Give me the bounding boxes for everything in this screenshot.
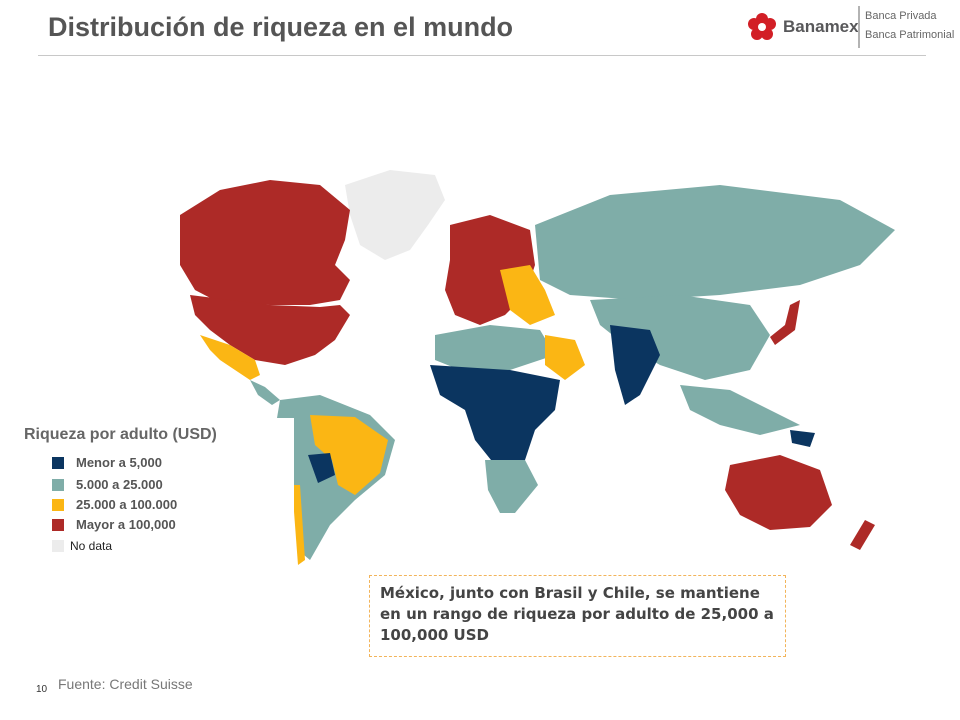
region-subsaharan-africa [430, 365, 560, 465]
legend-label: No data [70, 539, 113, 553]
region-russia [535, 185, 895, 300]
logo-line-2: Banca Patrimonial [865, 29, 955, 41]
region-mexico [200, 335, 260, 380]
region-china [590, 295, 770, 380]
region-new-zealand [850, 520, 875, 550]
region-india [610, 325, 660, 405]
legend-swatch [52, 499, 64, 511]
region-southeast-asia [680, 385, 800, 435]
legend-label: 5.000 a 25.000 [76, 477, 163, 492]
region-north-africa [435, 325, 555, 370]
title-divider [38, 55, 926, 56]
logo-brand: Banamex [783, 17, 859, 36]
page-number: 10 [36, 684, 48, 695]
region-usa [190, 295, 350, 365]
region-japan [770, 300, 800, 345]
world-map [180, 170, 895, 565]
logo-line-1: Banca Privada [865, 10, 937, 22]
region-saudi-arabia [545, 335, 585, 380]
legend-swatch [52, 519, 64, 531]
region-brazil [310, 415, 388, 495]
region-southern-africa [485, 460, 538, 513]
region-chile [292, 485, 305, 565]
source-note: Fuente: Credit Suisse [58, 676, 193, 692]
slide-title: Distribución de riqueza en el mundo [48, 12, 514, 42]
region-eastern-europe [500, 265, 555, 325]
callout-box: México, junto con Brasil y Chile, se man… [369, 575, 786, 657]
legend-swatch [52, 457, 64, 469]
region-greenland [345, 170, 445, 260]
legend-label: Menor a 5,000 [76, 455, 162, 470]
region-central-america [250, 380, 280, 405]
legend-title: Riqueza por adulto (USD) [24, 426, 217, 443]
legend-swatch [52, 540, 64, 552]
map-legend: Riqueza por adulto (USD) Menor a 5,000 5… [24, 418, 294, 570]
region-bolivia [308, 453, 335, 483]
banamex-logo: Banamex Banca Privada Banca Patrimonial [745, 6, 960, 50]
region-canada [180, 180, 350, 305]
banamex-flower-icon [748, 13, 776, 40]
region-australia [725, 455, 832, 530]
legend-swatch [52, 479, 64, 491]
legend-label: 25.000 a 100.000 [76, 497, 178, 512]
legend-label: Mayor a 100,000 [76, 517, 176, 532]
logo-separator [858, 6, 860, 48]
region-papua [790, 430, 815, 447]
